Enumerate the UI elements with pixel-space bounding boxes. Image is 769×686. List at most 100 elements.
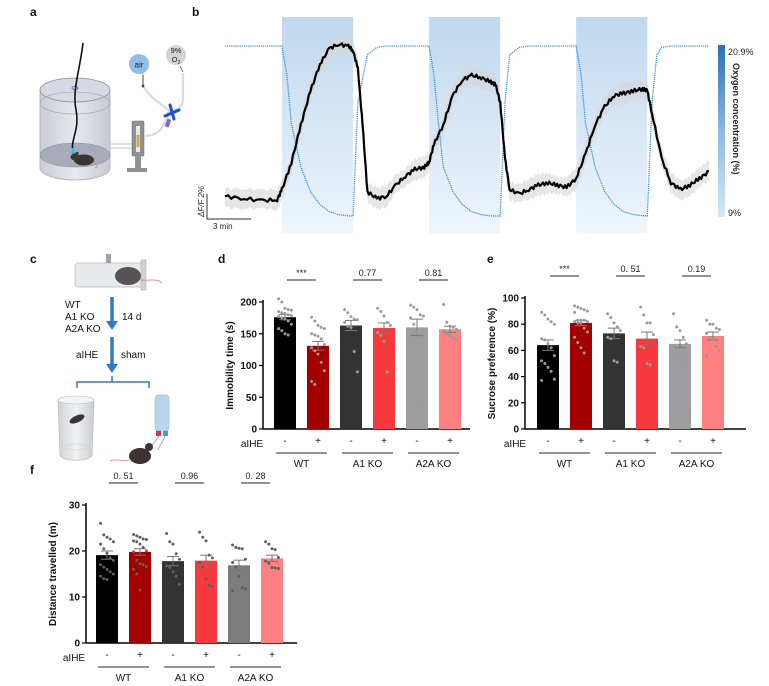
- data-point: [379, 310, 383, 314]
- data-point: [579, 346, 583, 350]
- data-point: [546, 342, 550, 346]
- bar-a1-ko-aihe: [195, 560, 217, 643]
- data-point: [445, 332, 449, 336]
- data-point: [141, 545, 145, 549]
- data-point: [376, 330, 380, 334]
- treatment-label: -: [283, 436, 286, 447]
- genotype-wt: WT: [65, 300, 81, 311]
- data-point: [286, 319, 290, 323]
- data-point: [442, 329, 446, 333]
- low-o2-percent-label: 9%: [171, 46, 182, 55]
- data-point: [105, 578, 109, 582]
- data-point: [376, 306, 380, 310]
- data-point: [165, 532, 169, 536]
- data-point: [546, 317, 550, 321]
- group-label: A2A KO: [679, 459, 715, 470]
- treatment-label: -: [415, 436, 418, 447]
- colorbar-axis-title: Oxygen concentration (%): [731, 63, 741, 175]
- data-point: [552, 322, 556, 326]
- data-point: [454, 327, 458, 331]
- data-point: [111, 572, 115, 576]
- group-label: WT: [557, 459, 573, 470]
- treatment-label: +: [710, 436, 716, 447]
- data-point: [319, 325, 323, 329]
- bar-a2a-ko-aihe: [439, 329, 461, 429]
- data-point: [546, 365, 550, 369]
- data-point: [322, 343, 326, 347]
- data-point: [705, 331, 709, 335]
- data-point: [448, 324, 452, 328]
- data-point: [579, 306, 583, 310]
- y-tick-label: 0: [251, 425, 257, 436]
- y-tick-label: 100: [502, 294, 519, 305]
- data-point: [442, 303, 446, 307]
- group-label: A2A KO: [416, 459, 452, 470]
- data-point: [552, 377, 556, 381]
- data-point: [240, 586, 244, 590]
- y-tick-label: 200: [240, 298, 257, 309]
- o2-label: O: [172, 55, 178, 64]
- panel-label-e: e: [487, 252, 494, 266]
- data-point: [651, 333, 655, 337]
- treatment-label: -: [105, 650, 108, 661]
- data-point: [135, 534, 139, 538]
- treatment-label: -: [171, 650, 174, 661]
- data-point: [708, 335, 712, 339]
- data-point: [102, 565, 106, 569]
- data-point: [642, 346, 646, 350]
- data-point: [343, 308, 347, 312]
- data-point: [609, 337, 613, 341]
- data-point: [409, 303, 413, 307]
- data-point: [171, 542, 175, 546]
- data-point: [543, 313, 547, 317]
- bar-a1-ko-sham: [162, 561, 184, 643]
- aihe-row-label: aIHE: [241, 439, 264, 450]
- oxygen-colorbar: 20.9% 9% Oxygen concentration (%): [718, 45, 754, 218]
- treatment-label: +: [447, 436, 453, 447]
- data-point: [264, 540, 268, 544]
- data-point: [415, 308, 419, 312]
- data-point: [576, 321, 580, 325]
- data-point: [277, 315, 281, 319]
- data-point: [543, 338, 547, 342]
- treatment-label: -: [349, 436, 352, 447]
- forced-swim-beaker-icon: [57, 395, 95, 461]
- branch-bracket: [76, 376, 150, 388]
- data-point: [102, 547, 106, 551]
- data-point: [135, 572, 139, 576]
- data-point: [618, 329, 622, 333]
- calcium-signal-trace: [224, 42, 710, 203]
- data-point: [448, 334, 452, 338]
- data-point: [237, 546, 241, 550]
- data-point: [286, 313, 290, 317]
- data-point: [412, 305, 416, 309]
- data-point: [684, 359, 688, 363]
- panel-f-distance-chart: 0 10 20 30 Distance travelled (m) - + - + - + aIHE W…: [48, 471, 297, 684]
- data-point: [99, 542, 103, 546]
- data-point: [132, 550, 136, 554]
- aihe-row-label: aIHE: [63, 653, 86, 664]
- group-label: A1 KO: [616, 459, 646, 470]
- colorbar-max-label: 20.9%: [728, 47, 754, 57]
- data-point: [277, 297, 281, 301]
- data-point: [177, 557, 181, 561]
- data-point: [346, 324, 350, 328]
- data-point: [585, 309, 589, 313]
- panel-label-c: c: [30, 252, 37, 266]
- data-point: [717, 348, 721, 352]
- bar-wt-aihe: [129, 551, 151, 643]
- data-point: [99, 574, 103, 578]
- data-point: [102, 577, 106, 581]
- data-point: [540, 337, 544, 341]
- data-point: [240, 547, 244, 551]
- data-point: [270, 566, 274, 570]
- panel-a-illustration: air 9% O 2: [39, 42, 186, 181]
- y-tick-label: 20: [508, 398, 520, 409]
- y-tick-label: 60: [508, 346, 520, 357]
- data-point: [705, 354, 709, 358]
- data-point: [210, 584, 214, 588]
- p-value-label: ***: [296, 268, 307, 278]
- data-point: [606, 335, 610, 339]
- panel-label-d: d: [218, 252, 226, 266]
- data-point: [343, 320, 347, 324]
